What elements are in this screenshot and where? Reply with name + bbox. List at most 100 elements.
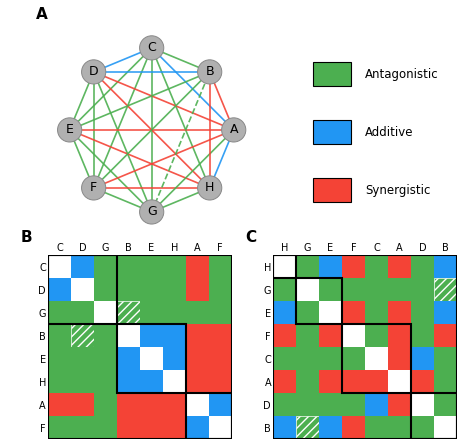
Bar [342,393,365,416]
Bar [209,347,232,370]
Bar [48,255,117,324]
Bar [319,370,342,393]
Bar [48,370,71,393]
Bar [94,347,117,370]
Bar [388,416,411,439]
Bar [411,255,434,278]
Bar [411,393,434,416]
Bar [71,393,94,416]
Bar [319,278,342,302]
Bar [48,416,71,439]
Bar [94,301,117,324]
Bar [71,278,94,302]
Bar [273,370,296,393]
Bar [365,301,388,324]
Bar [313,178,351,202]
Bar [365,347,388,370]
Bar [71,255,94,278]
Bar [48,301,71,324]
Bar [411,416,434,439]
Bar [319,324,342,347]
Bar [71,416,94,439]
Bar [273,301,296,324]
Circle shape [139,200,164,224]
Bar [117,301,140,324]
Bar [434,278,457,302]
Bar [117,347,140,370]
Bar [163,324,186,347]
Bar [117,370,140,393]
Bar [163,393,186,416]
Bar [140,347,163,370]
Text: Additive: Additive [365,126,414,139]
Bar [388,347,411,370]
Bar [163,255,186,278]
Bar [48,347,71,370]
Text: C: C [246,229,257,245]
Bar [117,324,140,347]
Bar [319,347,342,370]
Bar [434,324,457,347]
Bar [411,347,434,370]
Bar [411,324,434,347]
Bar [434,370,457,393]
Bar [94,324,117,347]
Text: B: B [20,229,32,245]
Circle shape [139,36,164,60]
Bar [209,370,232,393]
Bar [94,416,117,439]
Bar [342,347,365,370]
Bar [434,393,457,416]
Bar [365,416,388,439]
Bar [411,301,434,324]
Bar [365,393,388,416]
Bar [319,393,342,416]
Bar [434,416,457,439]
Bar [434,301,457,324]
Bar [48,255,71,278]
Bar [411,370,434,393]
Bar [94,393,117,416]
Bar [411,278,434,302]
Bar [186,347,209,370]
Bar [209,416,232,439]
Bar [186,278,209,302]
Bar [273,347,296,370]
Bar [186,393,209,416]
Bar [48,324,71,347]
Bar [273,393,296,416]
Bar [388,393,411,416]
Bar [163,347,186,370]
Bar [273,255,296,278]
Text: E: E [66,123,73,137]
Bar [388,255,411,278]
Bar [186,370,209,393]
Bar [342,324,365,347]
Bar [296,347,319,370]
Bar [186,255,209,278]
Circle shape [82,176,106,200]
Bar [365,278,388,302]
Bar [186,393,232,439]
Circle shape [222,118,246,142]
Bar [342,278,365,302]
Bar [388,324,411,347]
Bar [209,255,232,278]
Bar [209,278,232,302]
Circle shape [82,60,106,84]
Bar [48,393,71,416]
Bar [296,416,319,439]
Bar [296,278,319,302]
Bar [117,416,140,439]
Bar [117,324,186,393]
Bar [140,416,163,439]
Bar [342,370,365,393]
Bar [273,255,296,278]
Text: B: B [205,65,214,78]
Bar [140,255,163,278]
Bar [388,370,411,393]
Bar [94,255,117,278]
Text: Antagonistic: Antagonistic [365,68,439,81]
Bar [342,416,365,439]
Bar [365,324,388,347]
